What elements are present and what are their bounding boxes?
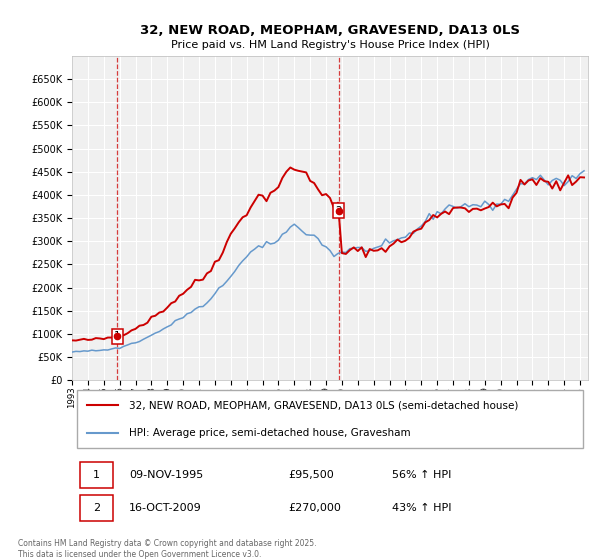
FancyBboxPatch shape — [80, 495, 113, 521]
Text: 43% ↑ HPI: 43% ↑ HPI — [392, 503, 451, 513]
Text: HPI: Average price, semi-detached house, Gravesham: HPI: Average price, semi-detached house,… — [129, 428, 410, 438]
FancyBboxPatch shape — [112, 329, 123, 344]
Text: Price paid vs. HM Land Registry's House Price Index (HPI): Price paid vs. HM Land Registry's House … — [170, 40, 490, 50]
FancyBboxPatch shape — [333, 203, 344, 218]
Text: 56% ↑ HPI: 56% ↑ HPI — [392, 470, 451, 480]
Text: 1: 1 — [114, 331, 121, 341]
Text: 2: 2 — [93, 503, 100, 513]
Text: 09-NOV-1995: 09-NOV-1995 — [129, 470, 203, 480]
Text: 16-OCT-2009: 16-OCT-2009 — [129, 503, 202, 513]
Text: 2: 2 — [335, 206, 342, 216]
FancyBboxPatch shape — [77, 390, 583, 448]
Text: £270,000: £270,000 — [289, 503, 341, 513]
Text: 1: 1 — [93, 470, 100, 480]
FancyBboxPatch shape — [80, 462, 113, 488]
Text: 32, NEW ROAD, MEOPHAM, GRAVESEND, DA13 0LS: 32, NEW ROAD, MEOPHAM, GRAVESEND, DA13 0… — [140, 24, 520, 38]
Text: £95,500: £95,500 — [289, 470, 334, 480]
Text: Contains HM Land Registry data © Crown copyright and database right 2025.
This d: Contains HM Land Registry data © Crown c… — [18, 539, 317, 559]
Text: 32, NEW ROAD, MEOPHAM, GRAVESEND, DA13 0LS (semi-detached house): 32, NEW ROAD, MEOPHAM, GRAVESEND, DA13 0… — [129, 400, 518, 410]
